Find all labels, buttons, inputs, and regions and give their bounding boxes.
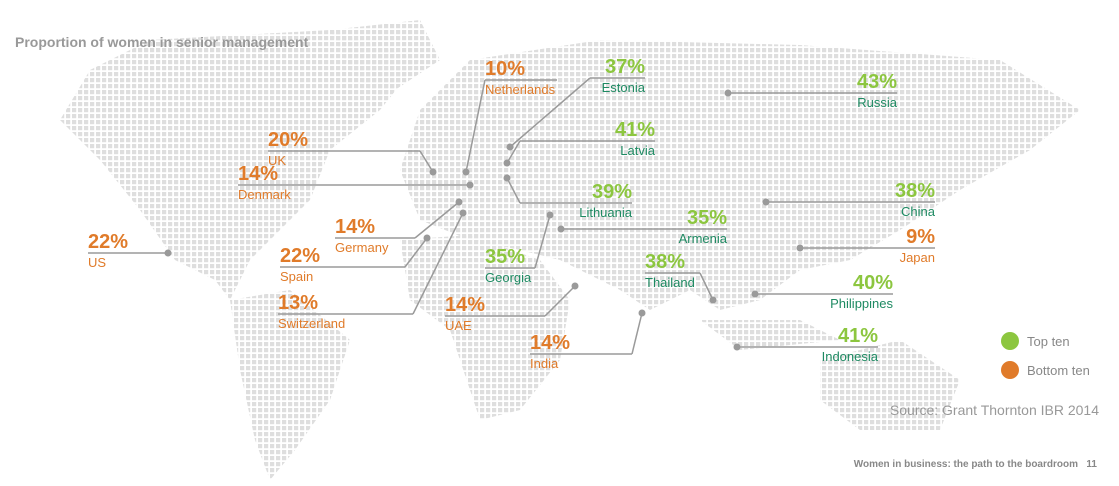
percentage: 37% xyxy=(605,56,645,78)
location-dot xyxy=(459,209,467,217)
location-dot xyxy=(164,249,172,257)
location-dot xyxy=(506,143,514,151)
percentage: 41% xyxy=(615,119,655,141)
country-name: US xyxy=(88,255,106,270)
country-name: Latvia xyxy=(620,143,655,158)
country-name: Spain xyxy=(280,269,313,284)
country-name: Lithuania xyxy=(579,205,633,220)
leader-line xyxy=(414,201,460,239)
percentage: 13% xyxy=(278,292,318,314)
location-dot xyxy=(462,168,470,176)
location-dot xyxy=(796,244,804,252)
country-name: Denmark xyxy=(238,187,291,202)
percentage: 14% xyxy=(445,294,485,316)
percentage: 39% xyxy=(592,181,632,203)
source: Source: Grant Thornton IBR 2014 xyxy=(890,402,1099,418)
country-name: Switzerland xyxy=(278,316,345,331)
percentage: 10% xyxy=(485,58,525,80)
legend-label: Bottom ten xyxy=(1027,363,1090,378)
country-name: India xyxy=(530,356,559,371)
leader-line xyxy=(412,212,464,315)
percentage: 20% xyxy=(268,129,308,151)
country-name: Japan xyxy=(900,250,935,265)
leader-line xyxy=(631,312,643,355)
country-name: Armenia xyxy=(679,231,728,246)
footer-text: Women in business: the path to the board… xyxy=(854,459,1078,470)
location-dot xyxy=(466,181,474,189)
leader-line xyxy=(506,177,521,204)
percentage: 14% xyxy=(335,216,375,238)
title: Proportion of women in senior management xyxy=(15,34,309,50)
country-name: Philippines xyxy=(830,296,893,311)
page-number: 11 xyxy=(1086,459,1097,470)
leader-line xyxy=(465,79,486,173)
location-dot xyxy=(503,159,511,167)
leader-line xyxy=(506,140,521,164)
leader-line xyxy=(699,272,714,301)
location-dot xyxy=(733,343,741,351)
country-name: Russia xyxy=(857,95,898,110)
leader-line xyxy=(544,285,576,317)
country-name: China xyxy=(901,204,936,219)
location-dot xyxy=(638,309,646,317)
legend-swatch xyxy=(1001,332,1019,350)
percentage: 9% xyxy=(906,226,935,248)
country-name: Indonesia xyxy=(822,349,879,364)
percentage: 35% xyxy=(485,246,525,268)
location-dot xyxy=(571,282,579,290)
percentage: 14% xyxy=(238,163,278,185)
country-name: UK xyxy=(268,153,286,168)
percentage: 43% xyxy=(857,71,897,93)
location-dot xyxy=(546,211,554,219)
percentage: 35% xyxy=(687,207,727,229)
percentage: 41% xyxy=(838,325,878,347)
country-name: Georgia xyxy=(485,270,532,285)
location-dot xyxy=(503,174,511,182)
percentage: 14% xyxy=(530,332,570,354)
country-name: Germany xyxy=(335,240,389,255)
percentage: 38% xyxy=(895,180,935,202)
location-dot xyxy=(751,290,759,298)
country-name: Netherlands xyxy=(485,82,556,97)
leader-line xyxy=(534,214,551,269)
country-name: UAE xyxy=(445,318,472,333)
location-dot xyxy=(557,225,565,233)
country-name: Thailand xyxy=(645,275,695,290)
percentage: 40% xyxy=(853,272,893,294)
percentage: 38% xyxy=(645,251,685,273)
location-dot xyxy=(762,198,770,206)
leader-line xyxy=(404,237,428,268)
leader-line xyxy=(419,150,434,173)
legend-swatch xyxy=(1001,361,1019,379)
country-labels: 43% Russia 37% Estonia 41% Latvia 39% Lithuania… xyxy=(88,56,936,371)
percentage: 22% xyxy=(280,245,320,267)
leader-line xyxy=(509,77,591,148)
location-dot xyxy=(724,89,732,97)
world-map xyxy=(60,20,1080,480)
country-name: Estonia xyxy=(602,80,646,95)
location-dot xyxy=(423,234,431,242)
location-dot xyxy=(429,168,437,176)
percentage: 22% xyxy=(88,231,128,253)
legend-label: Top ten xyxy=(1027,334,1070,349)
location-dot xyxy=(709,296,717,304)
location-dot xyxy=(455,198,463,206)
